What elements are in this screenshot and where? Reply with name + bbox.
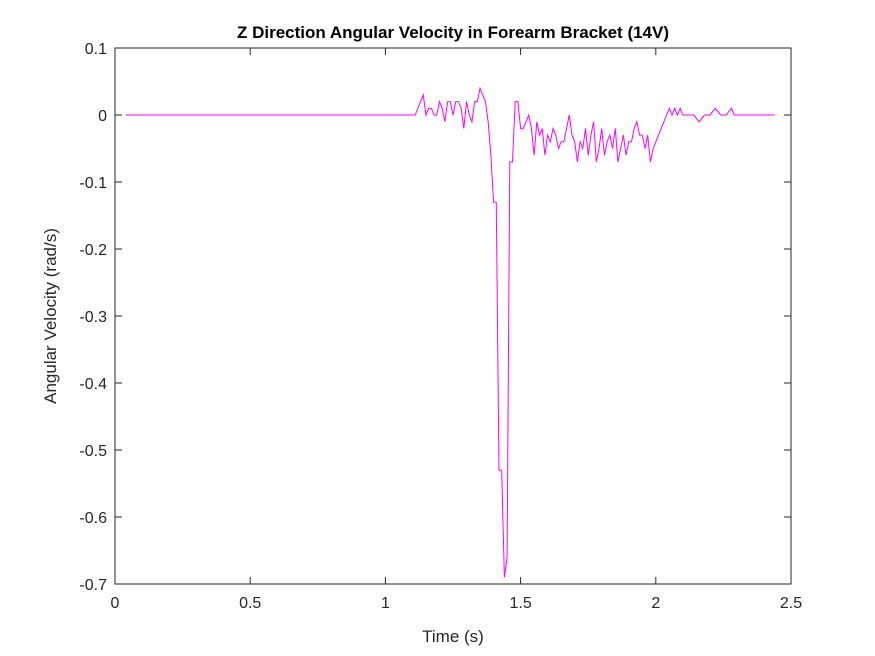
chart-title: Z Direction Angular Velocity in Forearm … [237,23,669,42]
y-tick-label: 0.1 [85,41,107,58]
y-tick-label: -0.7 [79,577,107,594]
x-tick-label: 0.5 [239,595,261,612]
x-axis-label: Time (s) [422,627,484,646]
plot-area [115,48,791,584]
axes-box [114,47,792,585]
x-tick-label: 0 [111,595,120,612]
y-tick-label: -0.6 [79,510,107,527]
data-layer [125,86,775,578]
y-tick-label: -0.2 [79,242,107,259]
y-tick-label: -0.5 [79,443,107,460]
series-line [125,86,775,578]
tick-layer: 0 0.5 1 1.5 2 2.5 0.1 0 -0.1 -0.2 -0.3 -0.4 -0.5 -0.6… [79,41,802,612]
y-axis-label: Angular Velocity (rad/s) [41,228,60,404]
x-tick-label: 2.5 [780,595,802,612]
y-tick-label: 0 [98,108,107,125]
y-tick-label: -0.1 [79,175,107,192]
x-tick-label: 2 [651,595,660,612]
x-tick-label: 1.5 [509,595,531,612]
y-tick-label: -0.4 [79,376,107,393]
y-tick-label: -0.3 [79,309,107,326]
x-tick-label: 1 [381,595,390,612]
